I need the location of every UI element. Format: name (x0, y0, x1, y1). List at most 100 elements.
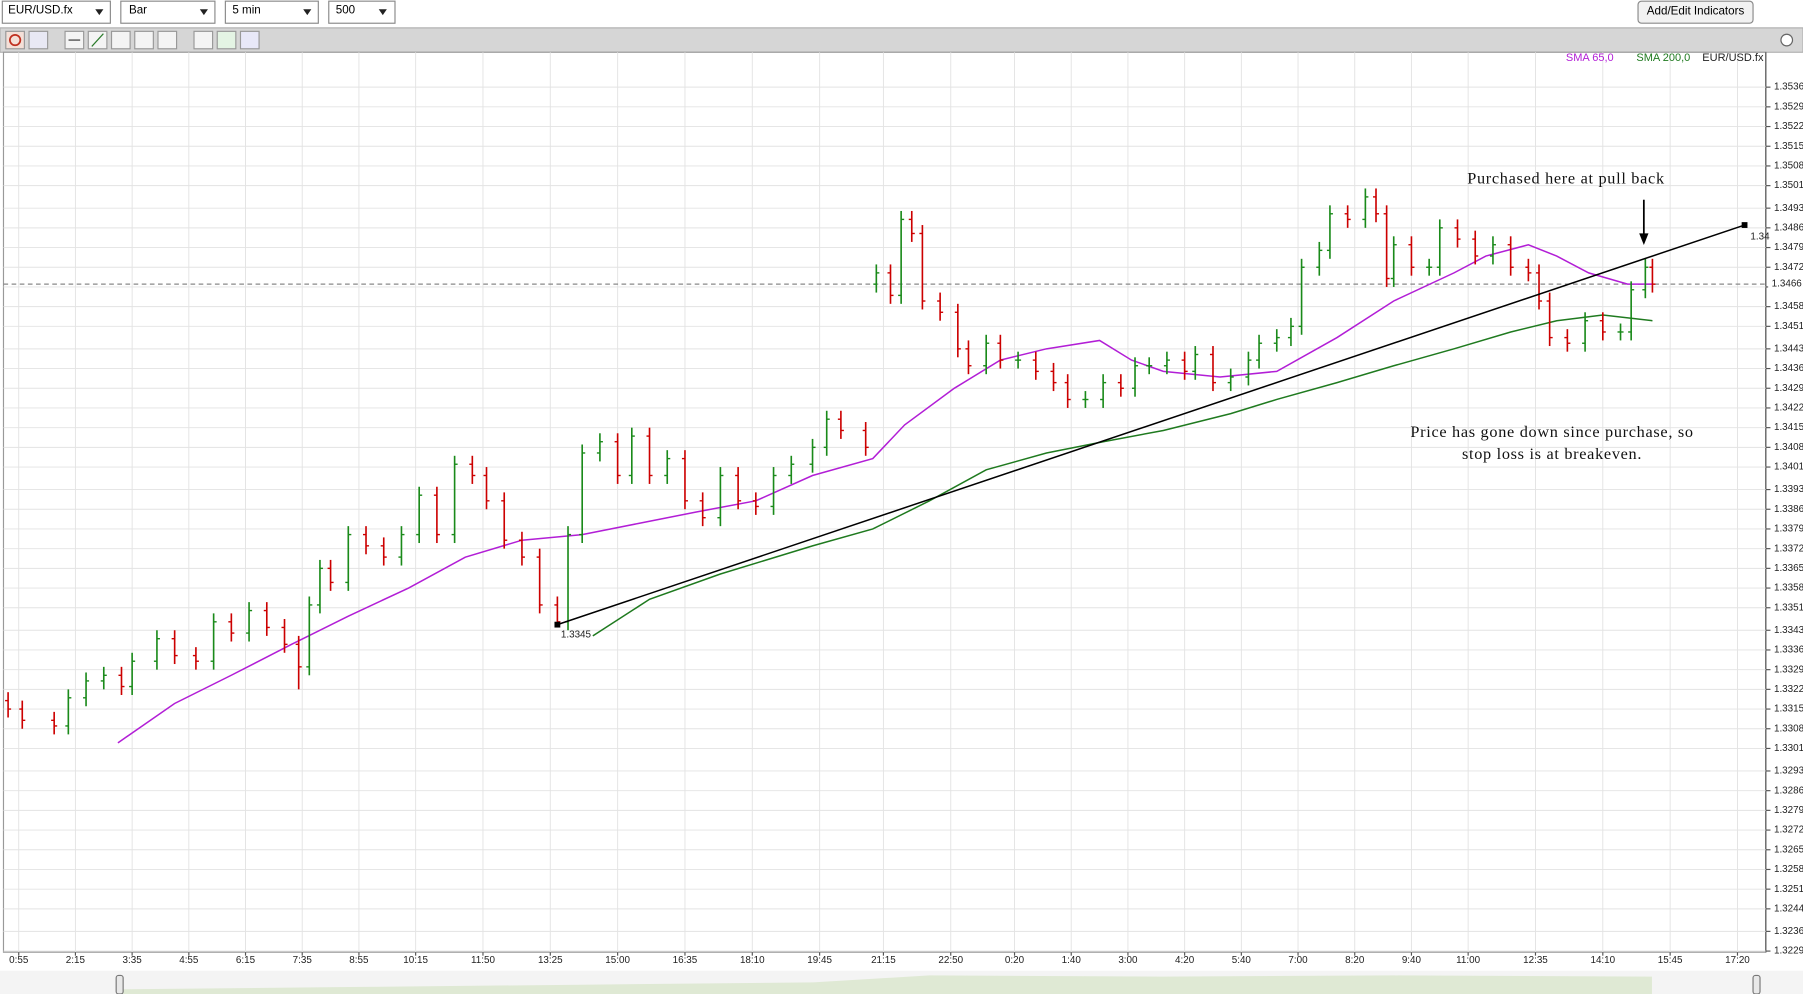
y-tick-label: 1.3258 (1774, 864, 1803, 875)
y-tick-label: 1.3236 (1774, 926, 1803, 937)
x-tick-label: 3:35 (123, 955, 143, 966)
y-tick-label: 1.3244 (1774, 903, 1803, 914)
y-tick-label: 1.3365 (1774, 563, 1803, 574)
navigator (0, 970, 1803, 994)
y-tick-label: 1.3315 (1774, 704, 1803, 715)
y-tick-label: 1.3486 (1774, 222, 1803, 233)
y-tick-label: 1.3515 (1774, 141, 1803, 152)
symbol-dropdown[interactable] (1, 0, 111, 24)
x-tick-label: 15:45 (1658, 955, 1683, 966)
annotation: Price has gone down since purchase, so (1410, 423, 1693, 441)
icon-bar (0, 27, 1803, 53)
x-tick-label: 17:20 (1725, 955, 1750, 966)
x-tick-label: 0:55 (9, 955, 29, 966)
dropdown-arrow (199, 9, 208, 16)
y-tick-label: 1.3458 (1774, 301, 1803, 312)
x-tick-label: 4:55 (179, 955, 199, 966)
icon-settings[interactable] (239, 30, 260, 50)
trendline (557, 224, 1745, 626)
legend-entry: EUR/USD.fx (1702, 52, 1764, 64)
x-tick-label: 8:55 (349, 955, 369, 966)
x-tick-label: 18:10 (740, 955, 765, 966)
top-toolbar: EUR/USD.fx Bar 5 min 500 Add/Edit Indica… (1, 0, 1754, 24)
icon-eraser[interactable] (157, 30, 178, 50)
y-tick-label: 1.3322 (1774, 684, 1803, 695)
trendline-label: 1.3345 (561, 630, 592, 641)
x-tick-label: 16:35 (673, 955, 698, 966)
y-tick-label: 1.3343 (1774, 625, 1803, 636)
x-tick-label: 11:50 (471, 955, 495, 966)
icon-glyph (9, 33, 22, 47)
y-tick-label: 1.3408 (1774, 442, 1803, 453)
x-tick-label: 5:40 (1232, 955, 1252, 966)
icon-chart[interactable] (28, 30, 49, 50)
bars-text: 500 (336, 4, 355, 17)
navigator-area (119, 975, 1652, 994)
x-tick-label: 14:10 (1590, 955, 1615, 966)
y-tick-label: 1.3301 (1774, 743, 1803, 754)
navigator-handle-left[interactable] (115, 974, 124, 994)
y-tick-label: 1.3422 (1774, 403, 1803, 414)
y-tick-label: 1.3372 (1774, 543, 1803, 554)
plot: 1.3536 1.3529 1.3522 1.3515 1.3508 1.3501 1.34… (3, 52, 1803, 966)
y-tick-label: 1.3451 (1774, 321, 1803, 332)
y-tick-label: 1.3358 (1774, 583, 1803, 594)
y-tick-label: 1.3443 (1774, 343, 1803, 354)
icon-glyph (91, 33, 104, 47)
x-tick-label: 12:35 (1523, 955, 1548, 966)
bars-dropdown[interactable] (328, 0, 396, 24)
y-tick-label: 1.3479 (1774, 242, 1803, 253)
info-icon[interactable] (1780, 33, 1794, 47)
y-tick-label: 1.3522 (1774, 121, 1803, 132)
x-tick-label: 19:45 (807, 955, 832, 966)
y-tick-label: 1.3386 (1774, 504, 1803, 515)
icon-crosshair[interactable] (5, 30, 25, 50)
icon-toolbar (0, 27, 1803, 53)
y-tick-label: 1.3472 (1774, 262, 1803, 273)
interval-text: 5 min (232, 4, 260, 17)
annotation-arrowhead (1639, 233, 1649, 246)
x-tick-label: 6:15 (236, 955, 256, 966)
symbol-text: EUR/USD.fx (8, 4, 73, 17)
x-tick-label: 10:15 (403, 955, 428, 966)
x-tick-label: 22:50 (938, 955, 963, 966)
navigator-handle-right[interactable] (1752, 974, 1761, 994)
y-tick-label: 1.3401 (1774, 462, 1803, 473)
dropdown-arrow (95, 9, 104, 16)
x-tick-label: 2:15 (66, 955, 86, 966)
plot-area (2, 51, 1767, 953)
legend-entry: SMA 65,0 (1566, 52, 1614, 64)
y-tick-label: 1.3436 (1774, 363, 1803, 374)
y-tick-label: 1.3529 (1774, 101, 1803, 112)
y-tick-label: 1.3379 (1774, 524, 1803, 535)
icon-zoom[interactable] (216, 30, 237, 50)
y-tick-label: 1.3415 (1774, 422, 1803, 433)
y-tick-label: 1.3336 (1774, 645, 1803, 656)
y-tick-label: 1.3501 (1774, 180, 1803, 191)
x-tick-label: 7:35 (293, 955, 313, 966)
y-tick-label: 1.3493 (1774, 203, 1803, 214)
y-tick-label: 1.3279 (1774, 805, 1803, 816)
indicators-button[interactable] (1637, 0, 1754, 24)
x-tick-label: 13:25 (538, 955, 563, 966)
trendline-anchor (554, 621, 561, 628)
y-tick-label: 1.3429 (1774, 383, 1803, 394)
x-tick-label: 0:20 (1005, 955, 1025, 966)
y-tick-label: 1.3508 (1774, 161, 1803, 172)
dropdown-arrow (378, 9, 387, 16)
y-tick-label: 1.3286 (1774, 785, 1803, 796)
annotation: Purchased here at pull back (1467, 170, 1665, 188)
interval-dropdown[interactable] (224, 0, 319, 24)
annotation: stop loss is at breakeven. (1462, 445, 1642, 463)
y-tick-label: 1.3265 (1774, 844, 1803, 855)
x-tick-label: 11:00 (1456, 955, 1480, 966)
y-tick-label: 1.3536 (1774, 82, 1803, 93)
icon-pattern[interactable] (134, 30, 154, 50)
x-tick-label: 15:00 (605, 955, 630, 966)
chart-type-dropdown[interactable] (120, 0, 216, 24)
y-tick-label: 1.3393 (1774, 484, 1803, 495)
trendline-anchor (1741, 222, 1748, 228)
icon-camera[interactable] (193, 30, 214, 50)
icon-fib[interactable] (110, 30, 131, 50)
